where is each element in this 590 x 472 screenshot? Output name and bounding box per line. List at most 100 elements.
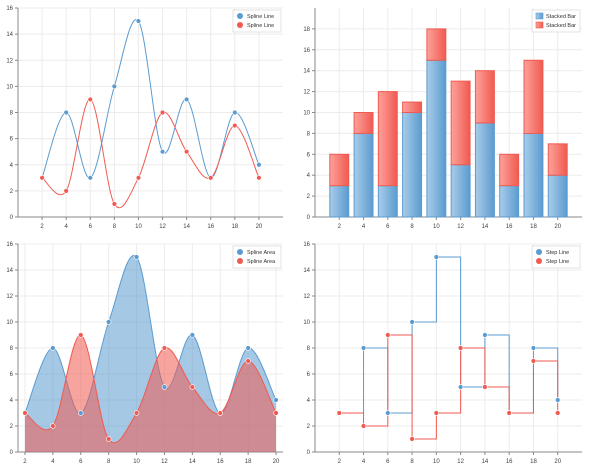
bar-blue-10 <box>426 59 447 218</box>
data-point-red-16 <box>217 410 223 416</box>
legend-swatch-red <box>237 258 243 264</box>
bar-blue-4 <box>353 132 374 218</box>
y-tick-label: 8 <box>307 346 311 352</box>
data-point-blue-20 <box>273 397 279 403</box>
data-point-blue-14 <box>189 332 196 338</box>
x-tick-label: 4 <box>51 459 55 465</box>
x-tick-label: 12 <box>457 459 464 465</box>
data-point-red-4 <box>50 423 56 429</box>
data-point-blue-18 <box>245 345 251 351</box>
data-point-blue-12 <box>457 384 464 390</box>
bar-red-8 <box>402 101 423 114</box>
y-tick-label: 10 <box>6 84 13 90</box>
x-tick-label: 14 <box>183 224 190 230</box>
plot-area <box>39 18 262 209</box>
data-point-red-4 <box>63 188 69 194</box>
data-point-blue-14 <box>183 96 190 103</box>
data-point-blue-6 <box>87 175 93 181</box>
x-tick-label: 18 <box>245 459 252 465</box>
data-point-blue-18 <box>530 345 537 351</box>
data-point-red-6 <box>87 96 93 103</box>
legend-box <box>232 9 282 33</box>
x-tick-label: 18 <box>231 224 238 230</box>
bar-blue-20 <box>547 174 568 218</box>
legend-swatch-blue <box>536 249 542 255</box>
data-point-blue-8 <box>111 83 118 90</box>
plot-area <box>329 28 568 218</box>
y-tick-label: 8 <box>307 131 311 137</box>
x-tick-label: 20 <box>273 459 280 465</box>
legend-label: Spline Line <box>247 23 274 29</box>
y-tick-label: 0 <box>10 450 14 456</box>
data-point-blue-4 <box>50 345 56 351</box>
data-point-blue-4 <box>360 345 367 351</box>
data-point-red-4 <box>360 423 367 429</box>
x-tick-label: 2 <box>23 459 27 465</box>
x-tick-label: 18 <box>530 459 537 465</box>
series-line-red <box>339 334 559 440</box>
legend-label: Step Line <box>546 259 569 265</box>
y-tick-label: 12 <box>6 294 13 300</box>
data-point-red-2 <box>336 410 342 416</box>
data-point-blue-12 <box>161 384 168 390</box>
x-tick-label: 12 <box>161 459 168 465</box>
bar-blue-14 <box>474 122 495 218</box>
bar-red-4 <box>353 112 374 134</box>
x-tick-label: 2 <box>338 224 342 230</box>
y-tick-label: 10 <box>303 320 310 326</box>
legend: Step Line Step Line <box>531 245 581 269</box>
y-tick-label: 6 <box>10 372 14 378</box>
bar-red-16 <box>499 153 520 187</box>
x-tick-label: 8 <box>113 224 117 230</box>
data-point-red-12 <box>457 345 464 351</box>
data-point-red-18 <box>232 122 238 129</box>
data-point-blue-6 <box>385 410 391 416</box>
x-tick-label: 10 <box>433 459 440 465</box>
bar-blue-8 <box>402 112 423 218</box>
y-tick-label: 14 <box>6 268 13 274</box>
area-fill-red <box>24 334 277 452</box>
data-point-red-12 <box>161 345 168 351</box>
data-point-blue-8 <box>105 319 112 325</box>
step-line-chart-panel: 0 2 4 6 8 10 12 14 16 2 4 6 8 10 12 14 16 18 20 Step Line St… <box>295 236 590 472</box>
legend-box <box>531 245 581 269</box>
x-tick-label: 6 <box>386 459 390 465</box>
x-tick-label: 6 <box>386 224 390 230</box>
bar-red-20 <box>547 143 568 176</box>
y-tick-label: 6 <box>10 137 14 143</box>
spline-area-chart: 0 2 4 6 8 10 12 14 16 2 4 6 8 10 12 14 16 18 20 Spline Area… <box>6 242 283 465</box>
bar-blue-2 <box>329 185 350 218</box>
legend-label: Spline Area <box>247 259 276 265</box>
x-tick-label: 18 <box>530 224 537 230</box>
x-tick-label: 2 <box>338 459 342 465</box>
data-point-red-14 <box>189 384 196 390</box>
bar-red-10 <box>426 28 447 61</box>
data-point-red-18 <box>530 358 537 364</box>
data-point-blue-10 <box>133 254 140 260</box>
x-tick-label: 4 <box>362 224 366 230</box>
x-tick-label: 4 <box>362 459 366 465</box>
x-tick-label: 20 <box>554 459 561 465</box>
x-tick-label: 6 <box>89 224 93 230</box>
data-point-red-6 <box>385 332 391 338</box>
x-tick-label: 16 <box>506 459 513 465</box>
plot-area <box>22 254 279 452</box>
data-point-blue-10 <box>135 18 142 24</box>
x-tick-label: 10 <box>135 224 142 230</box>
x-tick-label: 2 <box>40 224 44 230</box>
data-point-blue-20 <box>256 162 262 168</box>
y-tick-label: 8 <box>10 111 14 117</box>
data-point-red-8 <box>105 436 112 442</box>
legend-swatch-blue <box>535 12 544 20</box>
data-point-red-16 <box>506 410 512 416</box>
data-point-red-16 <box>208 175 214 181</box>
y-tick-label: 6 <box>307 372 311 378</box>
x-tick-label: 10 <box>433 224 440 230</box>
legend: Spline Line Spline Line <box>232 9 282 33</box>
data-point-red-12 <box>159 109 166 116</box>
legend-label: Stacked Bar <box>546 23 576 29</box>
x-tick-label: 10 <box>133 459 140 465</box>
x-tick-label: 12 <box>159 224 166 230</box>
y-tick-label: 2 <box>307 194 311 200</box>
